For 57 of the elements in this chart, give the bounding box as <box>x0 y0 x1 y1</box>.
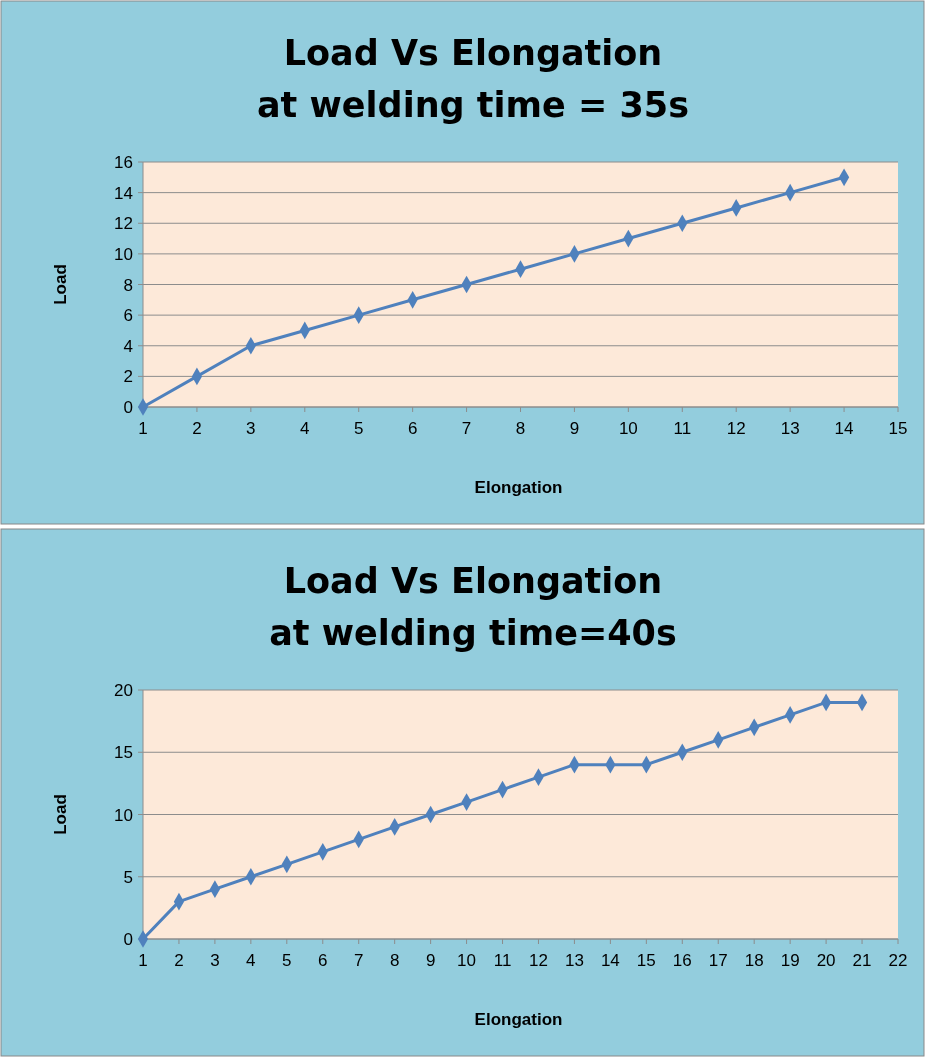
x-tick-label: 18 <box>744 951 764 970</box>
y-tick-label: 6 <box>123 306 133 326</box>
x-tick-label: 4 <box>246 951 256 970</box>
y-axis-title: Load <box>51 794 70 835</box>
x-tick-label: 13 <box>780 419 800 438</box>
x-tick-label: 2 <box>174 951 184 970</box>
chart-title: Load Vs Elongation at welding time=40s <box>269 561 677 653</box>
x-tick-label: 11 <box>673 419 692 438</box>
x-tick-label: 16 <box>672 951 692 970</box>
y-tick-label: 4 <box>123 336 133 356</box>
y-tick-label: 15 <box>114 743 133 763</box>
y-tick-label: 10 <box>114 244 133 264</box>
x-tick-label: 15 <box>888 419 908 438</box>
x-tick-label: 14 <box>600 951 620 970</box>
x-tick-label: 20 <box>816 951 836 970</box>
y-tick-label: 0 <box>123 398 133 417</box>
x-tick-label: 5 <box>282 951 292 970</box>
x-tick-label: 12 <box>529 951 548 970</box>
x-tick-label: 1 <box>138 951 148 970</box>
x-tick-label: 7 <box>353 951 364 970</box>
x-tick-label: 22 <box>888 951 908 970</box>
x-tick-label: 7 <box>461 419 472 438</box>
y-tick-label: 20 <box>114 681 133 700</box>
y-tick-label: 14 <box>114 183 133 203</box>
x-tick-label: 3 <box>210 951 220 970</box>
x-tick-label: 15 <box>636 951 656 970</box>
x-tick-label: 14 <box>834 419 854 438</box>
y-tick-label: 16 <box>114 153 133 172</box>
y-tick-label: 10 <box>114 805 133 825</box>
y-tick-label: 5 <box>123 867 133 887</box>
x-tick-label: 17 <box>708 951 728 970</box>
x-axis-title: Elongation <box>474 1010 563 1029</box>
x-axis-title: Elongation <box>474 478 563 497</box>
x-tick-label: 13 <box>564 951 584 970</box>
x-tick-label: 9 <box>569 419 580 438</box>
x-tick-label: 21 <box>852 951 872 970</box>
x-tick-label: 4 <box>300 419 310 438</box>
y-tick-label: 0 <box>123 930 133 949</box>
y-axis-title: Load <box>51 264 70 305</box>
x-tick-label: 2 <box>192 419 202 438</box>
x-tick-label: 9 <box>425 951 436 970</box>
y-tick-label: 8 <box>123 275 133 295</box>
x-tick-label: 19 <box>780 951 800 970</box>
x-tick-label: 3 <box>246 419 256 438</box>
x-tick-label: 6 <box>318 951 328 970</box>
x-tick-label: 8 <box>515 419 526 438</box>
x-tick-label: 12 <box>726 419 746 438</box>
x-tick-label: 11 <box>493 951 512 970</box>
x-tick-label: 10 <box>618 419 638 438</box>
chart-title: Load Vs Elongation at welding time = 35s <box>257 33 689 125</box>
x-tick-label: 10 <box>457 951 477 970</box>
y-tick-label: 12 <box>114 214 133 234</box>
x-tick-label: 8 <box>389 951 400 970</box>
x-tick-label: 6 <box>407 419 418 438</box>
x-tick-label: 5 <box>353 419 364 438</box>
y-tick-label: 2 <box>123 367 133 387</box>
x-tick-label: 1 <box>138 419 148 438</box>
